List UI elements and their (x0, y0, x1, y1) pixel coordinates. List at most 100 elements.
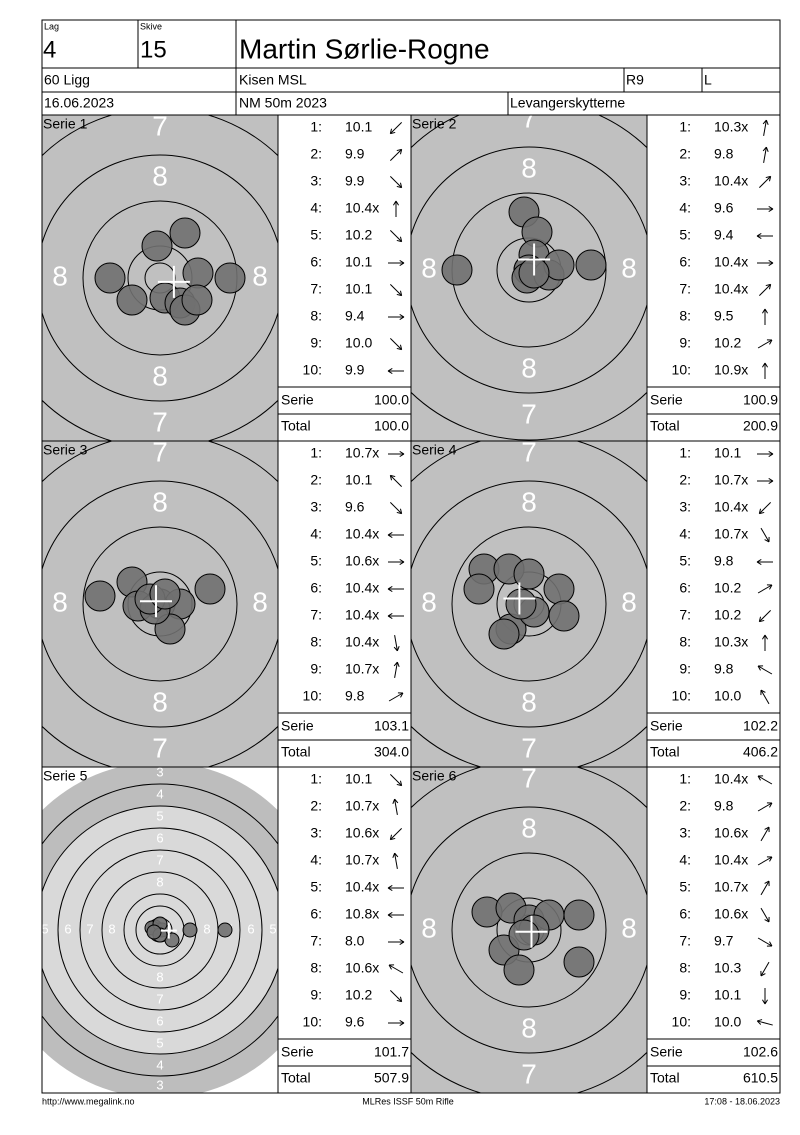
shot-number: 7: (310, 607, 322, 623)
shot-number: 3: (310, 499, 322, 515)
shot-hole (183, 258, 213, 288)
ring-label: 7 (521, 398, 537, 429)
footer-program: MLRes ISSF 50m Rifle (362, 1096, 454, 1106)
shot-number: 8: (310, 634, 322, 650)
shot-score: 10.3x (714, 119, 748, 135)
shot-hole (85, 581, 115, 611)
shot-number: 3: (310, 173, 322, 189)
shot-score: 10.1 (345, 771, 372, 787)
shot-number: 4: (310, 526, 322, 542)
shot-number: 6: (310, 254, 322, 270)
total-score: 610.5 (743, 1070, 778, 1086)
series-title: Serie 6 (412, 768, 457, 784)
direction-arrow (390, 828, 401, 839)
shot-number: 8: (679, 634, 691, 650)
shot-number: 2: (310, 472, 322, 488)
shot-score: 10.0 (345, 335, 372, 351)
shot-hole (576, 250, 606, 280)
shot-score: 10.2 (714, 580, 741, 596)
shot-number: 10: (303, 688, 322, 704)
shot-score: 10.0 (714, 688, 741, 704)
direction-arrow (390, 475, 401, 486)
shot-number: 3: (679, 173, 691, 189)
shot-score: 10.6x (345, 553, 379, 569)
shot-number: 7: (679, 933, 691, 949)
ring-label: 8 (252, 260, 268, 291)
ring-label: 5 (269, 921, 276, 936)
shot-score: 10.1 (714, 445, 741, 461)
shot-score: 10.0 (714, 1014, 741, 1030)
shot-hole (195, 574, 225, 604)
shot-number: 3: (679, 499, 691, 515)
total-score: 406.2 (743, 744, 778, 760)
shot-score: 10.3 (714, 960, 741, 976)
shot-score: 10.6x (714, 906, 748, 922)
total-label: Total (281, 418, 311, 434)
shot-number: 9: (310, 335, 322, 351)
shot-score: 10.7x (345, 852, 379, 868)
shot-score: 10.4x (714, 852, 748, 868)
ring-label: 8 (152, 160, 168, 191)
shot-number: 1: (310, 771, 322, 787)
shot-number: 2: (310, 798, 322, 814)
shot-number: 6: (679, 906, 691, 922)
shot-hole (564, 947, 594, 977)
shot-number: 10: (672, 1014, 691, 1030)
serie-label: Serie (650, 1044, 683, 1060)
shot-score: 9.9 (345, 362, 365, 378)
shot-score: 10.7x (714, 879, 748, 895)
ring-label: 6 (156, 830, 163, 845)
direction-arrow (759, 284, 770, 295)
shot-score: 9.4 (345, 308, 365, 324)
shot-score: 9.8 (714, 661, 734, 677)
ring-label: 8 (521, 152, 537, 183)
shot-score: 10.4x (345, 526, 379, 542)
direction-arrow-head (393, 853, 395, 858)
shot-number: 10: (303, 1014, 322, 1030)
ring-label: 8 (521, 812, 537, 843)
ring-label: 5 (156, 808, 163, 823)
direction-arrow (390, 149, 401, 160)
ring-label: 7 (152, 732, 168, 763)
direction-arrow (390, 990, 401, 1001)
direction-arrow (390, 230, 401, 241)
total-label: Total (650, 744, 680, 760)
shot-score: 9.6 (345, 1014, 365, 1030)
shooter-name: Martin Sørlie-Rogne (239, 33, 490, 64)
shot-score: 10.7x (714, 472, 748, 488)
serie-label: Serie (650, 718, 683, 734)
ring-label: 5 (156, 1035, 163, 1050)
ring-label: 7 (152, 406, 168, 437)
shot-number: 6: (310, 906, 322, 922)
shot-score: 10.1 (345, 472, 372, 488)
ring-label: 7 (156, 852, 163, 867)
ring-label: 8 (421, 586, 437, 617)
shot-score: 10.7x (714, 526, 748, 542)
shot-number: 10: (672, 362, 691, 378)
ring-label: 8 (421, 252, 437, 283)
shot-hole (183, 923, 197, 937)
shot-score: 10.6x (345, 960, 379, 976)
shot-score: 10.2 (345, 987, 372, 1003)
ring-label: 6 (64, 921, 71, 936)
shot-number: 6: (679, 254, 691, 270)
direction-arrow (390, 774, 401, 785)
ring-label: 8 (252, 586, 268, 617)
total-label: Total (650, 1070, 680, 1086)
shot-score: 10.1 (714, 987, 741, 1003)
ring-label: 8 (521, 1012, 537, 1043)
shot-score: 10.6x (345, 825, 379, 841)
position: L (704, 72, 712, 88)
shot-score: 9.9 (345, 146, 365, 162)
shot-score: 10.4x (345, 200, 379, 216)
shot-score: 10.4x (714, 281, 748, 297)
skive-label: Skive (140, 21, 162, 31)
skive: 15 (140, 36, 167, 63)
shot-number: 8: (679, 308, 691, 324)
serie-label: Serie (281, 718, 314, 734)
shot-number: 6: (679, 580, 691, 596)
serie-score: 102.6 (743, 1044, 778, 1060)
shot-number: 1: (679, 445, 691, 461)
